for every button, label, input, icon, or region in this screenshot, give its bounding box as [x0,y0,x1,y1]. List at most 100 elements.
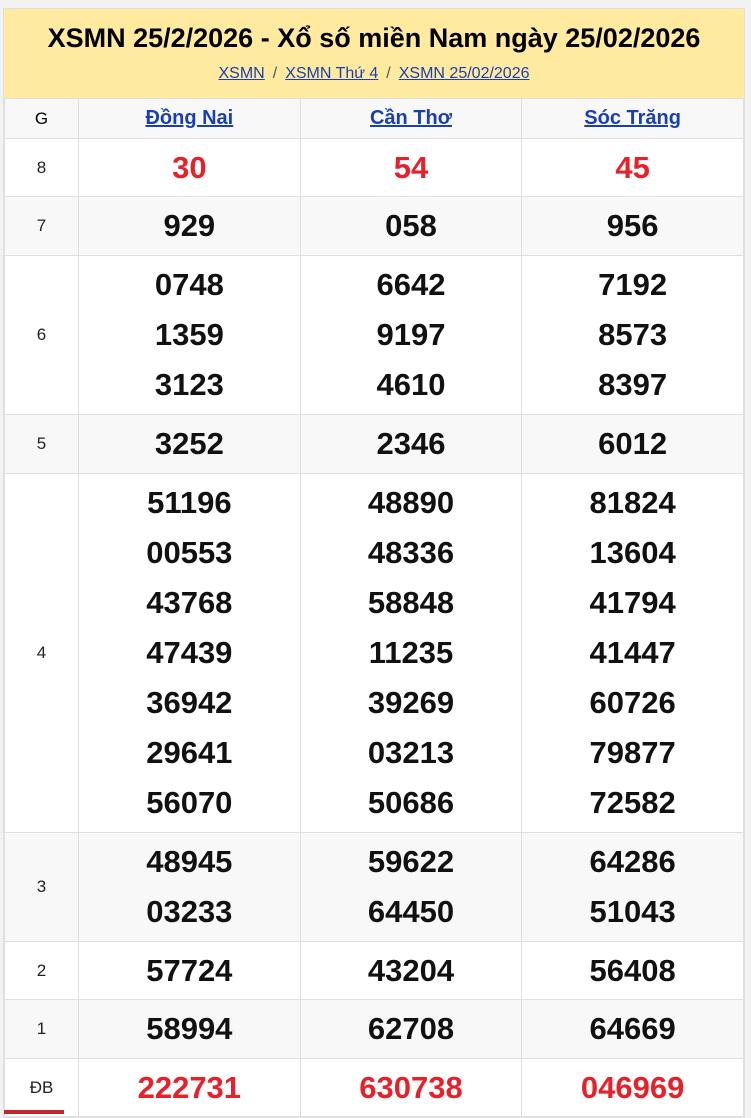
result-cell: 59622 64450 [299,832,523,942]
result-number: 36942 [146,685,233,720]
result-cell: 6012 [521,414,744,474]
result-number: 2346 [376,426,446,461]
breadcrumb-separator: / [386,65,391,82]
result-number: 60726 [589,685,676,720]
province-link-dong-nai[interactable]: Đồng Nai [145,107,234,129]
results-card: XSMN 25/2/2026 - Xổ số miền Nam ngày 25/… [3,8,745,1118]
result-number: 03233 [146,894,233,929]
result-number: 72582 [589,785,676,820]
prize-label: ĐB [4,1058,79,1117]
result-cell: 630738 [299,1058,523,1117]
result-cell: 62708 [299,999,523,1059]
result-number: 47439 [146,635,233,670]
result-cell: 6642 9197 4610 [299,255,523,415]
result-number: 54 [393,149,429,185]
table-row: ĐB 222731 630738 046969 [4,1058,744,1117]
result-number: 43768 [146,585,233,620]
result-cell: 54 [299,138,523,197]
result-number: 41447 [589,635,676,670]
prize-label: 2 [4,941,79,1000]
result-number: 13604 [589,535,676,570]
result-cell: 48945 03233 [78,832,301,942]
result-number: 9197 [376,317,446,352]
prize-column-header: G [4,98,79,139]
breadcrumb-separator: / [272,65,278,82]
prize-label: 7 [4,196,79,256]
scroll-indicator [4,1110,64,1114]
result-number: 8573 [598,317,668,352]
table-row: 1 58994 62708 64669 [4,999,744,1059]
result-number: 51196 [147,485,232,520]
result-number: 046969 [580,1069,685,1105]
result-number: 1359 [154,317,224,352]
result-number: 11235 [368,635,454,670]
results-header: XSMN 25/2/2026 - Xổ số miền Nam ngày 25/… [4,9,744,98]
result-number: 8397 [598,367,668,402]
prize-label: 4 [4,473,79,833]
result-number: 39269 [367,685,455,720]
result-number: 51043 [589,894,676,929]
result-number: 956 [606,208,659,243]
result-cell: 929 [78,196,301,256]
prize-label: 6 [4,255,79,415]
result-number: 058 [385,208,437,243]
table-row: 3 48945 03233 59622 64450 64286 51043 [4,832,744,942]
result-cell: 64669 [521,999,744,1059]
result-number: 3252 [154,426,224,461]
result-number: 58848 [367,585,455,620]
result-number: 4610 [376,367,446,402]
province-link-soc-trang[interactable]: Sóc Trăng [584,107,681,129]
breadcrumb-xsmn-thu-4[interactable]: XSMN Thứ 4 [285,65,379,82]
prize-label: 5 [4,414,79,474]
prize-label: 1 [4,999,79,1059]
result-number: 57724 [146,952,233,988]
result-cell: 48890 48336 58848 11235 39269 03213 50686 [299,473,523,833]
result-number: 64669 [589,1011,676,1046]
result-number: 222731 [137,1069,242,1105]
result-number: 00553 [146,535,233,570]
result-number: 41794 [589,585,676,620]
table-row: 4 51196 00553 43768 47439 36942 29641 56070 4889… [4,473,744,833]
result-number: 6012 [598,426,668,461]
table-row: 6 0748 1359 3123 6642 9197 4610 7192 8573 8397 [4,255,744,415]
province-link-can-tho[interactable]: Cần Thơ [369,107,452,129]
table-row: 7 929 058 956 [4,196,744,256]
result-number: 64450 [367,894,455,929]
breadcrumb-xsmn[interactable]: XSMN [218,65,265,82]
result-number: 48945 [146,844,233,879]
result-cell: 64286 51043 [521,832,744,942]
result-cell: 0748 1359 3123 [78,255,301,415]
results-table: G Đồng Nai Cần Thơ Sóc Trăng 8 30 54 45 7 929… [4,98,744,1117]
result-number: 03213 [367,735,455,770]
result-cell: 3252 [78,414,301,474]
result-cell: 956 [521,196,744,256]
result-number: 56408 [589,952,676,988]
result-cell: 7192 8573 8397 [521,255,744,415]
result-cell: 81824 13604 41794 41447 60726 79877 72582 [521,473,744,833]
result-number: 56070 [146,785,233,820]
result-number: 7192 [598,267,668,302]
result-number: 45 [615,149,650,185]
breadcrumb: XSMN / XSMN Thứ 4 / XSMN 25/02/2026 [4,65,744,83]
result-number: 81824 [589,485,676,520]
result-number: 64286 [589,844,676,879]
result-cell: 51196 00553 43768 47439 36942 29641 56070 [78,473,301,833]
result-number: 6642 [376,267,446,302]
result-cell: 2346 [299,414,523,474]
result-cell: 058 [299,196,523,256]
result-number: 62708 [367,1011,455,1046]
result-number: 59622 [367,844,455,879]
prize-label: 8 [4,138,79,197]
result-number: 929 [163,208,216,243]
result-cell: 56408 [521,941,744,1000]
table-header-row: G Đồng Nai Cần Thơ Sóc Trăng [4,98,744,139]
table-row: 2 57724 43204 56408 [4,941,744,1000]
result-number: 0748 [154,267,224,302]
table-row: 8 30 54 45 [4,138,744,197]
result-number: 48336 [367,535,455,570]
result-cell: 57724 [78,941,301,1000]
breadcrumb-xsmn-date[interactable]: XSMN 25/02/2026 [398,65,530,82]
result-cell: 222731 [78,1058,301,1117]
result-number: 29641 [146,735,233,770]
table-row: 5 3252 2346 6012 [4,414,744,474]
